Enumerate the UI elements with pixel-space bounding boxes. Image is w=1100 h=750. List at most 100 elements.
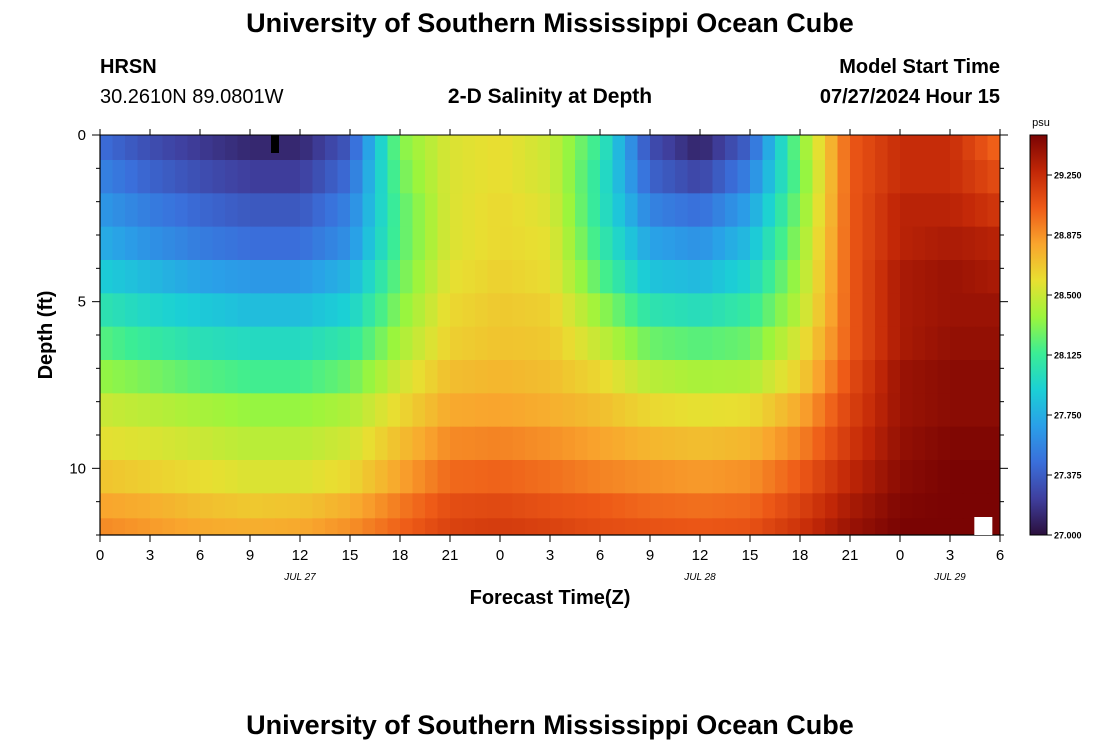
heatmap-cell [600, 226, 614, 261]
heatmap-cell [112, 226, 126, 261]
heatmap-cell [512, 135, 526, 161]
heatmap-cell [175, 326, 189, 361]
heatmap-cell [750, 193, 764, 228]
heatmap-cell [625, 260, 639, 294]
heatmap-cell [112, 360, 126, 394]
heatmap-cell [975, 460, 989, 494]
heatmap-cell [150, 493, 164, 519]
heatmap-cell [787, 293, 801, 328]
heatmap-cell [125, 460, 139, 494]
heatmap-cell [325, 360, 339, 394]
heatmap-cell [475, 460, 489, 494]
heatmap-cell [962, 393, 976, 428]
heatmap-cell [662, 193, 676, 228]
heatmap-cell [462, 160, 476, 194]
heatmap-cell [175, 135, 189, 161]
heatmap-cell [712, 135, 726, 161]
heatmap-cell [137, 393, 151, 428]
heatmap-cell [137, 135, 151, 161]
heatmap-cell [787, 226, 801, 261]
heatmap-cell [112, 326, 126, 361]
heatmap-cell [937, 426, 951, 461]
heatmap-cell [975, 393, 989, 428]
heatmap-cell [575, 193, 589, 228]
heatmap-cell [312, 260, 326, 294]
heatmap-cell [262, 393, 276, 428]
heatmap-cell [137, 460, 151, 494]
heatmap-cell [587, 360, 601, 394]
heatmap-cell [112, 160, 126, 194]
heatmap-cell [925, 393, 939, 428]
heatmap-cell [912, 393, 926, 428]
heatmap-cell [250, 493, 264, 519]
heatmap-cell [887, 360, 901, 394]
heatmap-cell [187, 360, 201, 394]
heatmap-cell [600, 326, 614, 361]
heatmap-cell [825, 426, 839, 461]
heatmap-cell [300, 360, 314, 394]
heatmap-cell [375, 493, 389, 519]
heatmap-cell [412, 518, 426, 535]
heatmap-cell [100, 493, 114, 519]
heatmap-cell [950, 426, 964, 461]
heatmap-cell [250, 393, 264, 428]
heatmap-cell [150, 426, 164, 461]
x-tick-label: 3 [546, 547, 554, 564]
heatmap-cell [425, 260, 439, 294]
heatmap-cell [337, 193, 351, 228]
heatmap-cell [612, 518, 626, 535]
heatmap-cell [975, 426, 989, 461]
heatmap-cell [925, 193, 939, 228]
heatmap-cell [187, 493, 201, 519]
heatmap-cell [287, 393, 301, 428]
heatmap-cell [337, 360, 351, 394]
heatmap-cell [925, 493, 939, 519]
heatmap-cell [175, 393, 189, 428]
heatmap-cell [712, 460, 726, 494]
heatmap-cell [775, 326, 789, 361]
heatmap-cell [400, 193, 414, 228]
heatmap-cell [337, 493, 351, 519]
heatmap-cell [862, 260, 876, 294]
heatmap-cell [725, 293, 739, 328]
heatmap-cell [712, 493, 726, 519]
heatmap-cell [237, 518, 251, 535]
heatmap-cell [587, 460, 601, 494]
heatmap-cell [575, 360, 589, 394]
heatmap-cell [137, 493, 151, 519]
heatmap-cell [987, 193, 1000, 228]
heatmap-cell [175, 426, 189, 461]
heatmap-cell [162, 360, 176, 394]
heatmap-cell [112, 493, 126, 519]
heatmap-cell [450, 160, 464, 194]
heatmap-cell [350, 193, 364, 228]
heatmap-cell [825, 260, 839, 294]
heatmap-cell [112, 293, 126, 328]
heatmap-cell [487, 460, 501, 494]
heatmap-cell [287, 426, 301, 461]
heatmap-cell [200, 135, 214, 161]
heatmap-cell [187, 393, 201, 428]
heatmap-cell [250, 193, 264, 228]
heatmap-cell [950, 326, 964, 361]
heatmap-cell [487, 135, 501, 161]
heatmap-cell [950, 393, 964, 428]
heatmap-cell [850, 360, 864, 394]
heatmap-cell [887, 393, 901, 428]
heatmap-cell [337, 426, 351, 461]
heatmap-cell [312, 460, 326, 494]
heatmap-cell [125, 426, 139, 461]
heatmap-cell [262, 360, 276, 394]
heatmap-cell [550, 360, 564, 394]
heatmap-cell [700, 193, 714, 228]
heatmap-cell [137, 160, 151, 194]
heatmap-cell [587, 326, 601, 361]
heatmap-cell [500, 493, 514, 519]
heatmap-cell [412, 493, 426, 519]
heatmap-cell [675, 293, 689, 328]
heatmap-cell [425, 426, 439, 461]
heatmap-cell [687, 360, 701, 394]
heatmap-cell [212, 460, 226, 494]
heatmap-cell [962, 493, 976, 519]
heatmap-cell [650, 293, 664, 328]
